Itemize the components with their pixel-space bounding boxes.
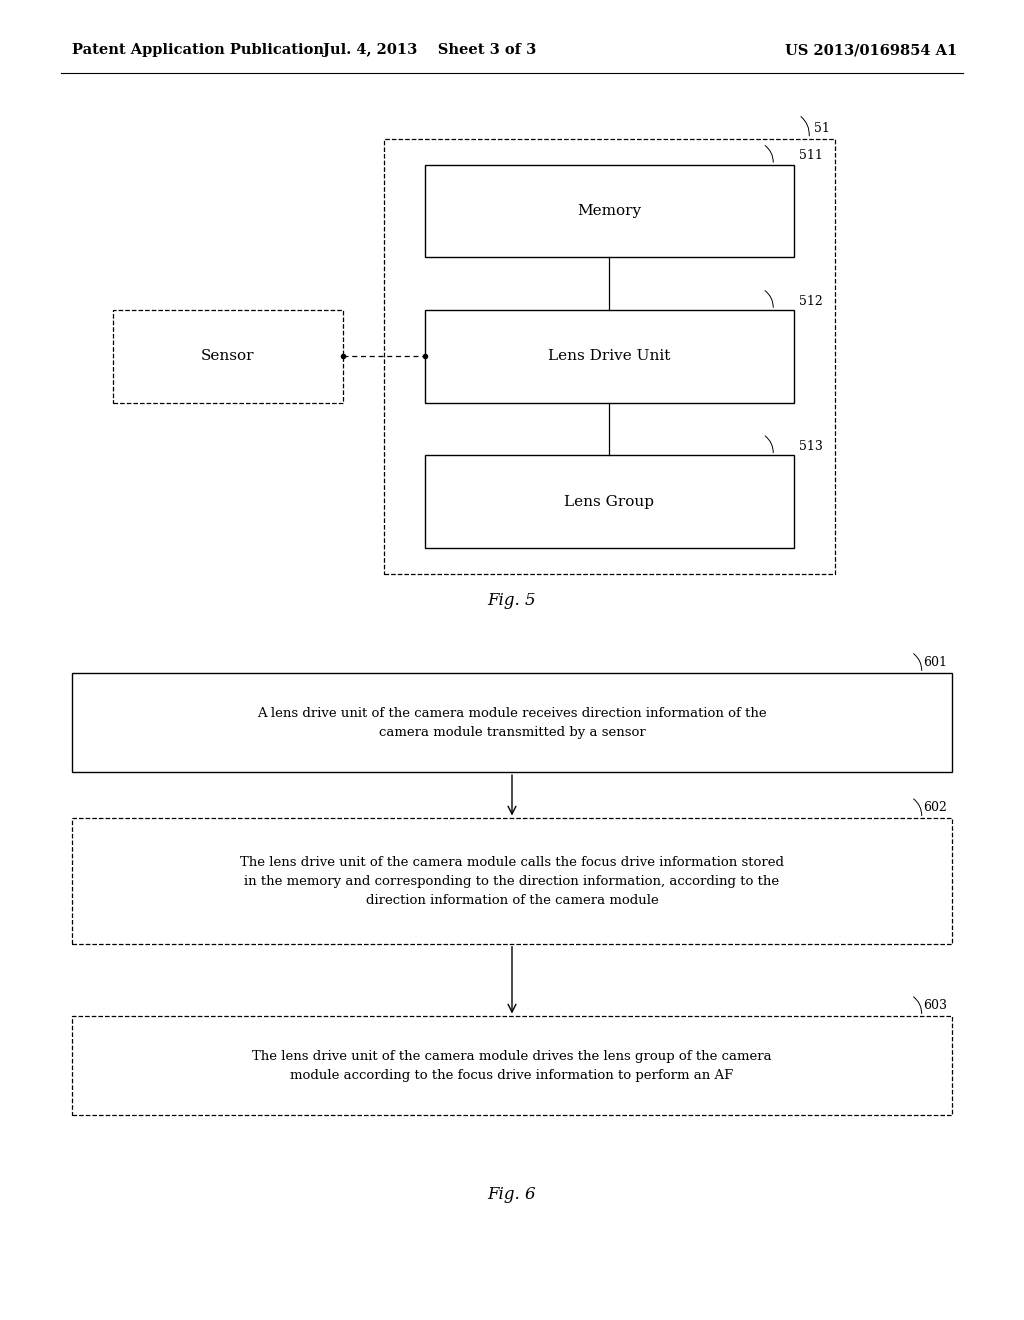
Text: 512: 512 bbox=[799, 294, 822, 308]
Bar bbox=[384, 139, 835, 574]
Bar bbox=[425, 165, 794, 257]
Text: Fig. 5: Fig. 5 bbox=[487, 593, 537, 609]
Bar bbox=[72, 1016, 952, 1115]
Text: US 2013/0169854 A1: US 2013/0169854 A1 bbox=[785, 44, 957, 57]
Text: Lens Drive Unit: Lens Drive Unit bbox=[548, 350, 671, 363]
Text: Memory: Memory bbox=[578, 205, 641, 218]
Text: 513: 513 bbox=[799, 440, 822, 453]
Text: Lens Group: Lens Group bbox=[564, 495, 654, 508]
Text: Jul. 4, 2013    Sheet 3 of 3: Jul. 4, 2013 Sheet 3 of 3 bbox=[324, 44, 537, 57]
Text: 51: 51 bbox=[813, 121, 829, 135]
Bar bbox=[113, 310, 343, 403]
Text: The lens drive unit of the camera module drives the lens group of the camera
mod: The lens drive unit of the camera module… bbox=[252, 1049, 772, 1082]
Text: A lens drive unit of the camera module receives direction information of the
cam: A lens drive unit of the camera module r… bbox=[257, 706, 767, 739]
Bar bbox=[425, 455, 794, 548]
Bar bbox=[72, 673, 952, 772]
Bar bbox=[72, 818, 952, 944]
Text: Sensor: Sensor bbox=[201, 350, 255, 363]
Text: 603: 603 bbox=[924, 999, 947, 1012]
Text: 511: 511 bbox=[799, 149, 822, 162]
Text: 602: 602 bbox=[924, 801, 947, 814]
Text: The lens drive unit of the camera module calls the focus drive information store: The lens drive unit of the camera module… bbox=[240, 855, 784, 907]
Bar bbox=[425, 310, 794, 403]
Text: 601: 601 bbox=[924, 656, 947, 669]
Text: Patent Application Publication: Patent Application Publication bbox=[72, 44, 324, 57]
Text: Fig. 6: Fig. 6 bbox=[487, 1187, 537, 1203]
